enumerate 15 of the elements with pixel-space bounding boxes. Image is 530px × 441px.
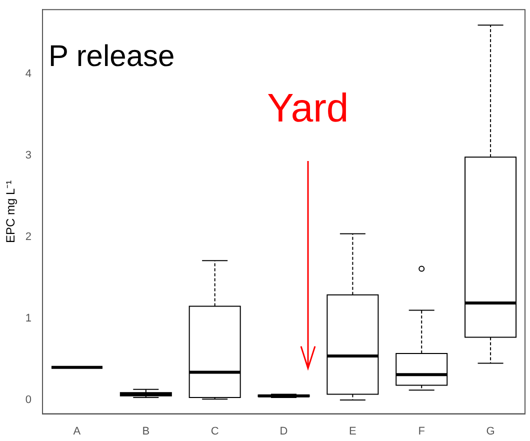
x-tick-label: B — [142, 425, 150, 438]
y-axis-title: EPC mg L⁻¹ — [4, 180, 18, 244]
x-tick-label: D — [280, 425, 288, 438]
x-tick-label: E — [349, 425, 356, 438]
y-tick-label: 0 — [25, 394, 32, 406]
annotation: P release — [48, 40, 175, 73]
y-tick-label: 3 — [25, 150, 32, 162]
x-tick-label: F — [418, 425, 426, 438]
annotation: Yard — [267, 86, 349, 131]
y-tick-label: 2 — [25, 230, 32, 243]
x-tick-label: G — [486, 425, 495, 438]
y-tick-label: 1 — [25, 312, 32, 324]
y-tick-label: 4 — [25, 68, 32, 80]
x-tick-label: C — [210, 425, 219, 438]
x-tick-label: A — [73, 425, 82, 438]
